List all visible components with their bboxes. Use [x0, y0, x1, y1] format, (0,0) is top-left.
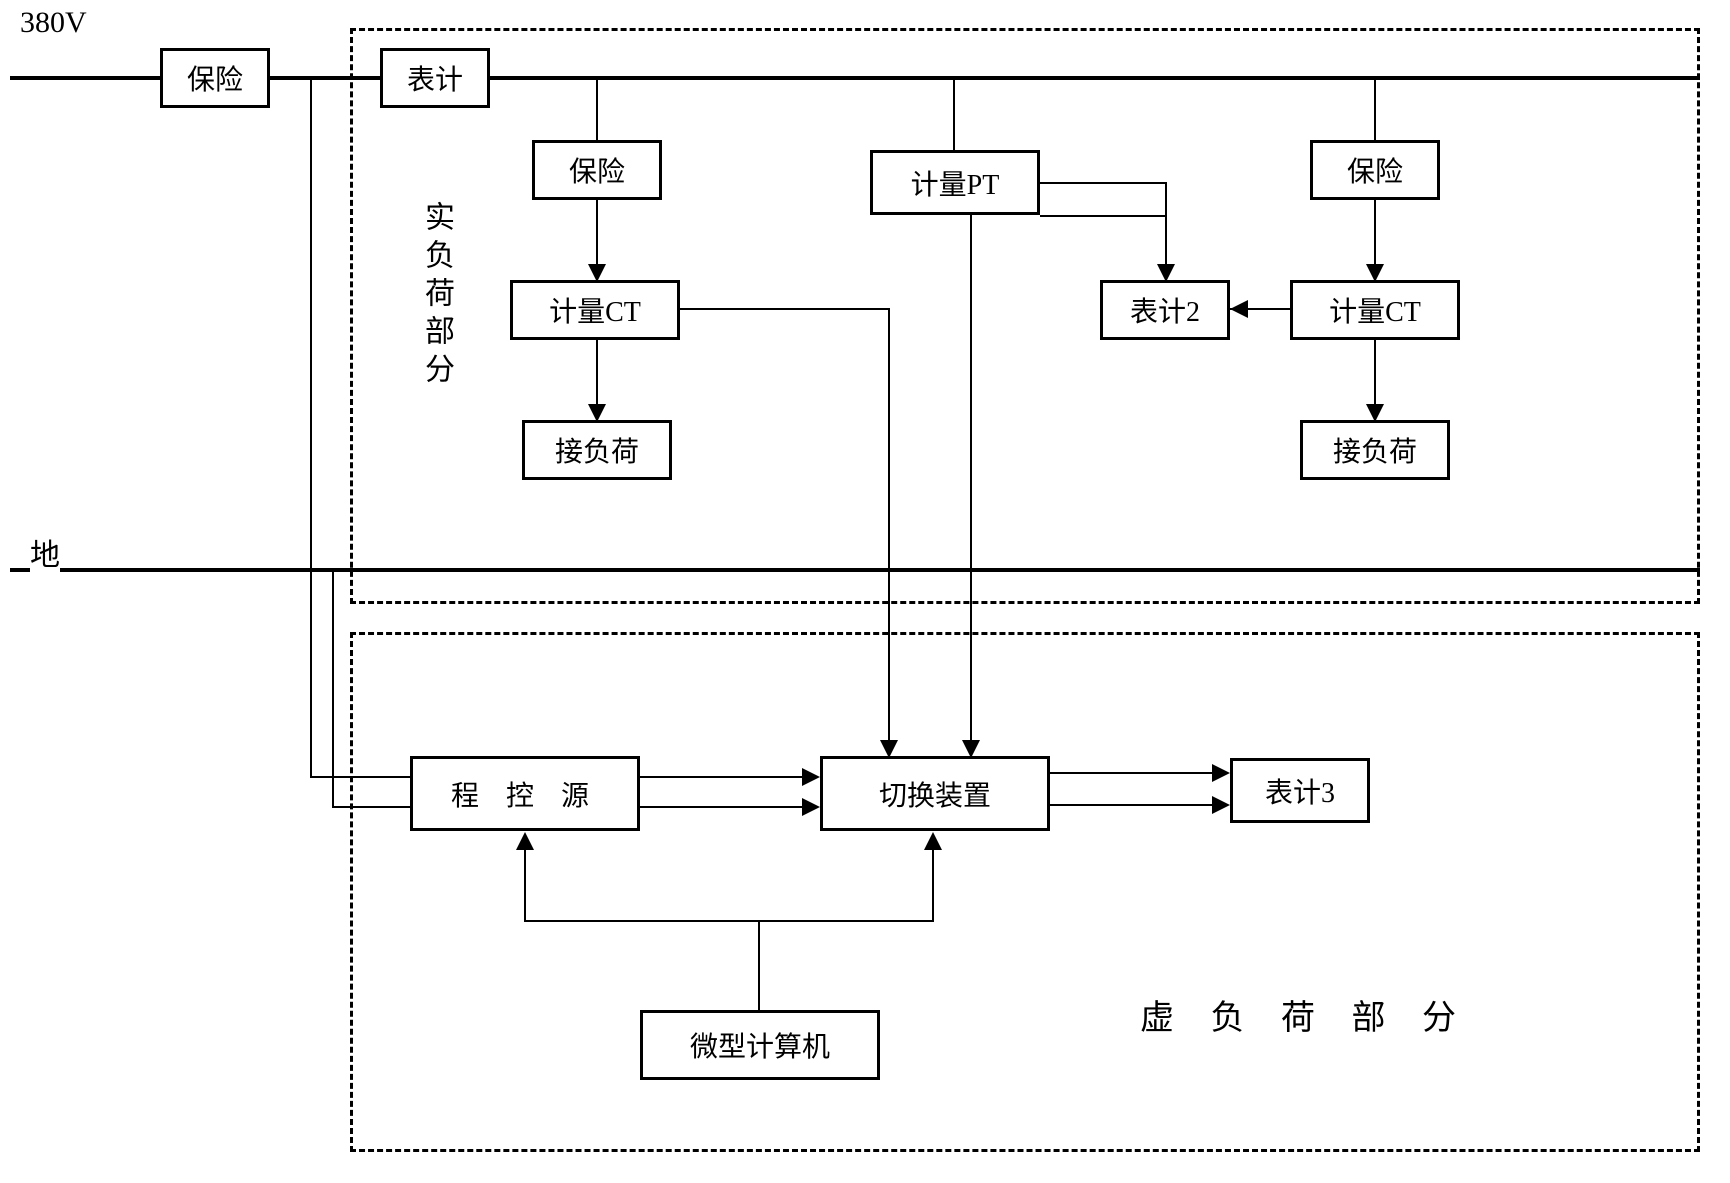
fuse1-box: 保险	[160, 48, 270, 108]
arrow-micro-prog	[516, 832, 534, 850]
microcomputer-box: 微型计算机	[640, 1010, 880, 1080]
pt-box: 计量PT	[870, 150, 1040, 215]
meter3-box: 表计3	[1230, 758, 1370, 823]
arrow-micro-switch	[924, 832, 942, 850]
arrow-prog-switch1	[802, 768, 820, 786]
virtual-load-section	[350, 632, 1700, 1152]
real-load-section-label: 实负荷部分	[412, 195, 460, 397]
conn-tap1-v	[310, 80, 312, 778]
arrow-prog-switch2	[802, 798, 820, 816]
meter1-box: 表计	[380, 48, 490, 108]
arrow-ct2-meter2	[1230, 300, 1248, 318]
ground-label: 地	[30, 530, 60, 574]
switch-device-box: 切换装置	[820, 756, 1050, 831]
meter2-box: 表计2	[1100, 280, 1230, 340]
conn-tap2-v	[332, 570, 334, 808]
fuse3-box: 保险	[1310, 140, 1440, 200]
load2-box: 接负荷	[1300, 420, 1450, 480]
fuse2-box: 保险	[532, 140, 662, 200]
voltage-label: 380V	[20, 6, 87, 40]
prog-source-box: 程 控 源	[410, 756, 640, 831]
ct1-box: 计量CT	[510, 280, 680, 340]
virtual-load-section-label: 虚 负 荷 部 分	[1140, 990, 1470, 1039]
load1-box: 接负荷	[522, 420, 672, 480]
arrow-switch-meter3-2	[1212, 796, 1230, 814]
arrow-switch-meter3-1	[1212, 764, 1230, 782]
ct2-box: 计量CT	[1290, 280, 1460, 340]
